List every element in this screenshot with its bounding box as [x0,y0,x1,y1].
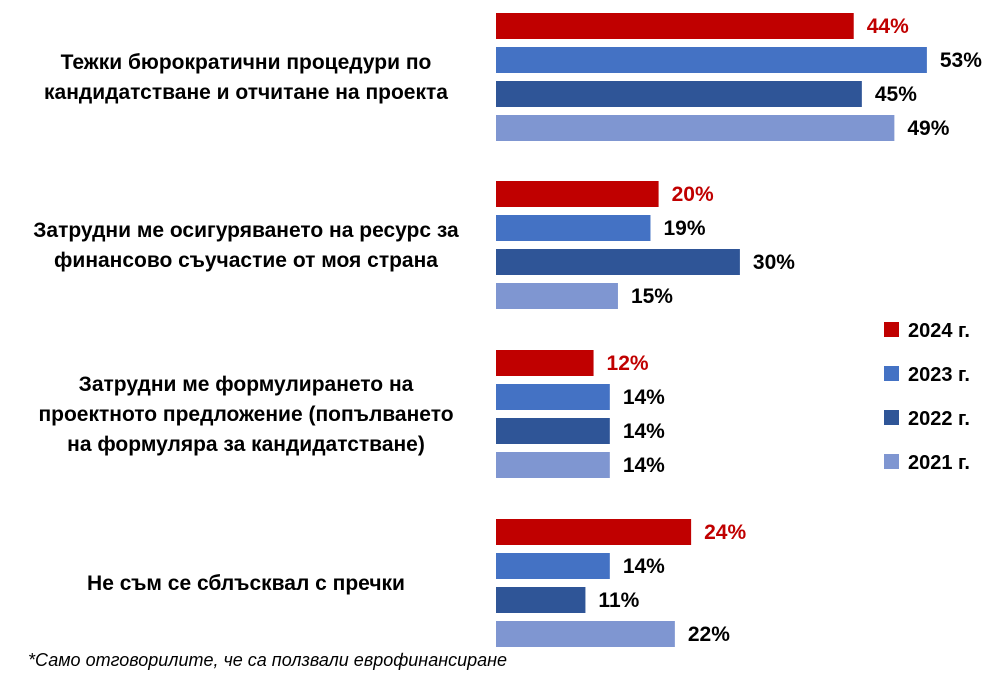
bar [496,519,692,545]
legend-swatch [884,366,899,381]
bar [496,249,740,275]
data-label: 24% [704,521,746,544]
bar [496,115,895,141]
bar [496,418,610,444]
bar [496,215,651,241]
data-label: 30% [753,251,795,274]
data-label: 15% [631,285,673,308]
data-label: 49% [907,117,949,140]
bar [496,283,618,309]
category-label: Затрудни ме осигуряването на ресурс за [33,219,459,242]
legend-swatch [884,454,899,469]
category-label: проектното предложение (попълването [38,403,453,426]
category-label: кандидатстване и отчитане на проекта [44,81,448,104]
bar [496,384,610,410]
bar [496,350,594,376]
bar [496,452,610,478]
data-label: 45% [875,83,917,106]
data-label: 14% [623,454,665,477]
category-label: Не съм се сблъсквал с пречки [87,572,405,595]
category-label: на формуляра за кандидатстване) [67,433,425,456]
data-label: 22% [688,623,730,646]
bar [496,621,675,647]
bar [496,13,854,39]
footnote: *Само отговорилите, че са ползвали евроф… [28,650,508,670]
bar [496,47,927,73]
data-label: 53% [940,49,982,72]
legend-label: 2024 г. [908,320,970,342]
legend-label: 2021 г. [908,452,970,474]
bar [496,81,862,107]
category-label: Тежки бюрократични процедури по [61,51,432,74]
data-label: 20% [672,183,714,206]
legend-swatch [884,410,899,425]
category-label: Затрудни ме формулирането на [79,373,414,396]
legend-swatch [884,322,899,337]
legend-label: 2022 г. [908,408,970,430]
data-label: 12% [607,352,649,375]
data-label: 14% [623,555,665,578]
bar [496,181,659,207]
data-label: 19% [663,217,705,240]
data-label: 11% [598,589,639,612]
bar [496,587,586,613]
data-label: 44% [867,15,909,38]
bar [496,553,610,579]
data-label: 14% [623,386,665,409]
legend-label: 2023 г. [908,364,970,386]
category-label: финансово съучастие от моя страна [54,249,438,272]
data-label: 14% [623,420,665,443]
